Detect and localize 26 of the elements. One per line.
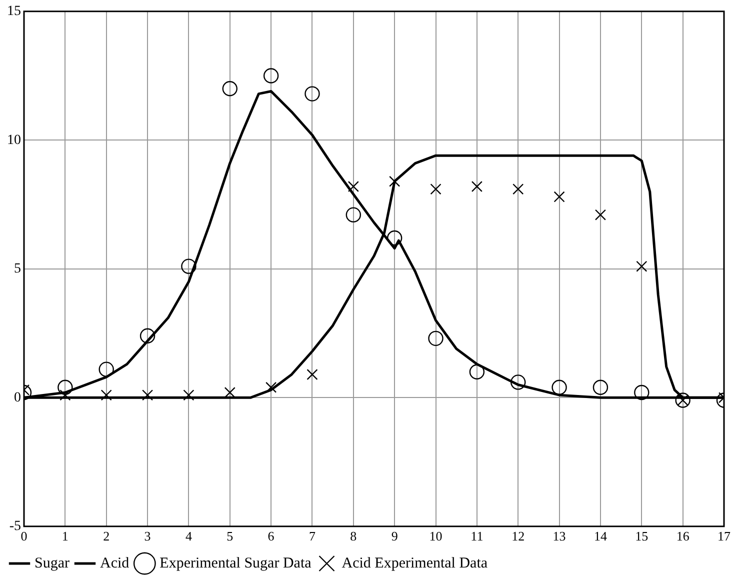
x-tick-label: 1: [62, 528, 68, 544]
x-tick-label: 3: [144, 528, 151, 544]
y-tick-label: 10: [7, 132, 21, 148]
x-tick-label: 6: [268, 528, 275, 544]
x-tick-label: 13: [552, 528, 566, 544]
legend-label: Experimental Sugar Data: [160, 555, 312, 572]
x-tick-label: 15: [635, 528, 648, 544]
x-tick-label: 9: [391, 528, 398, 544]
y-tick-label: -5: [9, 519, 21, 534]
x-tick-label: 17: [718, 528, 731, 544]
x-tick-label: 14: [594, 528, 608, 544]
legend-label: Acid: [100, 555, 130, 572]
x-tick-label: 4: [185, 528, 192, 544]
x-tick-label: 7: [308, 528, 316, 544]
x-tick-label: 16: [676, 528, 690, 544]
y-tick-label: 0: [14, 390, 21, 406]
x-tick-label: 5: [226, 528, 234, 544]
x-tick-label: 8: [350, 528, 357, 544]
y-tick-label: 5: [14, 262, 21, 277]
x-tick-label: 2: [103, 528, 110, 544]
y-tick-label: 15: [7, 4, 21, 20]
x-tick-label: 10: [429, 528, 442, 544]
x-tick-label: 12: [512, 528, 525, 544]
legend-label: Sugar: [34, 555, 70, 572]
x-tick-label: 11: [470, 528, 484, 544]
legend-label: Acid Experimental Data: [342, 555, 488, 572]
